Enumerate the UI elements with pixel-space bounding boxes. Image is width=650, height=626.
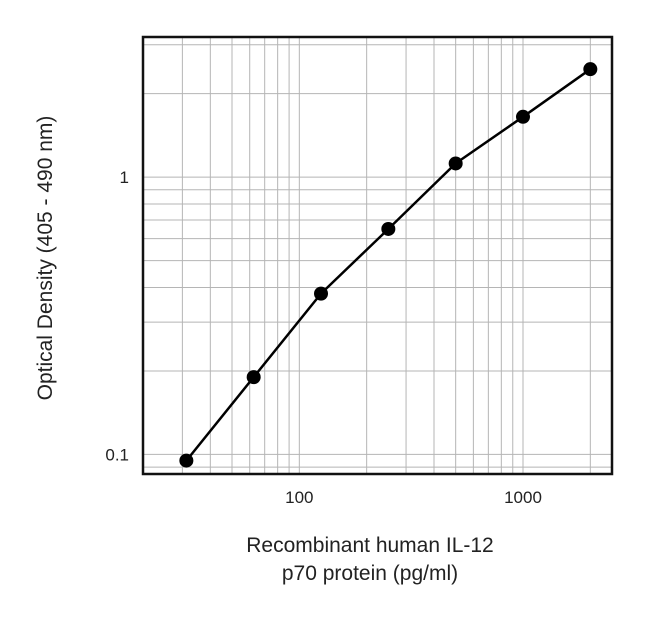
x-axis-label-line-2: p70 protein (pg/ml) — [282, 562, 458, 585]
series-line — [185, 68, 592, 462]
data-point — [448, 156, 463, 171]
x-tick-label: 1000 — [504, 488, 542, 507]
grid — [143, 37, 612, 474]
series — [179, 62, 598, 468]
x-tick-label: 100 — [285, 488, 313, 507]
data-point — [179, 453, 194, 468]
y-axis-label: Optical Density (405 - 490 nm) — [34, 116, 57, 401]
data-point — [515, 109, 530, 124]
x-axis-label-line-1: Recombinant human IL-12 — [246, 534, 493, 557]
data-point — [381, 221, 396, 236]
plot-frame — [141, 35, 614, 476]
y-tick-label: 1 — [120, 168, 129, 187]
data-point — [246, 370, 261, 385]
ticks: 100 1000 0.1 1 — [105, 168, 542, 507]
data-point — [583, 62, 598, 77]
y-tick-label: 0.1 — [105, 445, 129, 464]
data-point — [314, 286, 329, 301]
